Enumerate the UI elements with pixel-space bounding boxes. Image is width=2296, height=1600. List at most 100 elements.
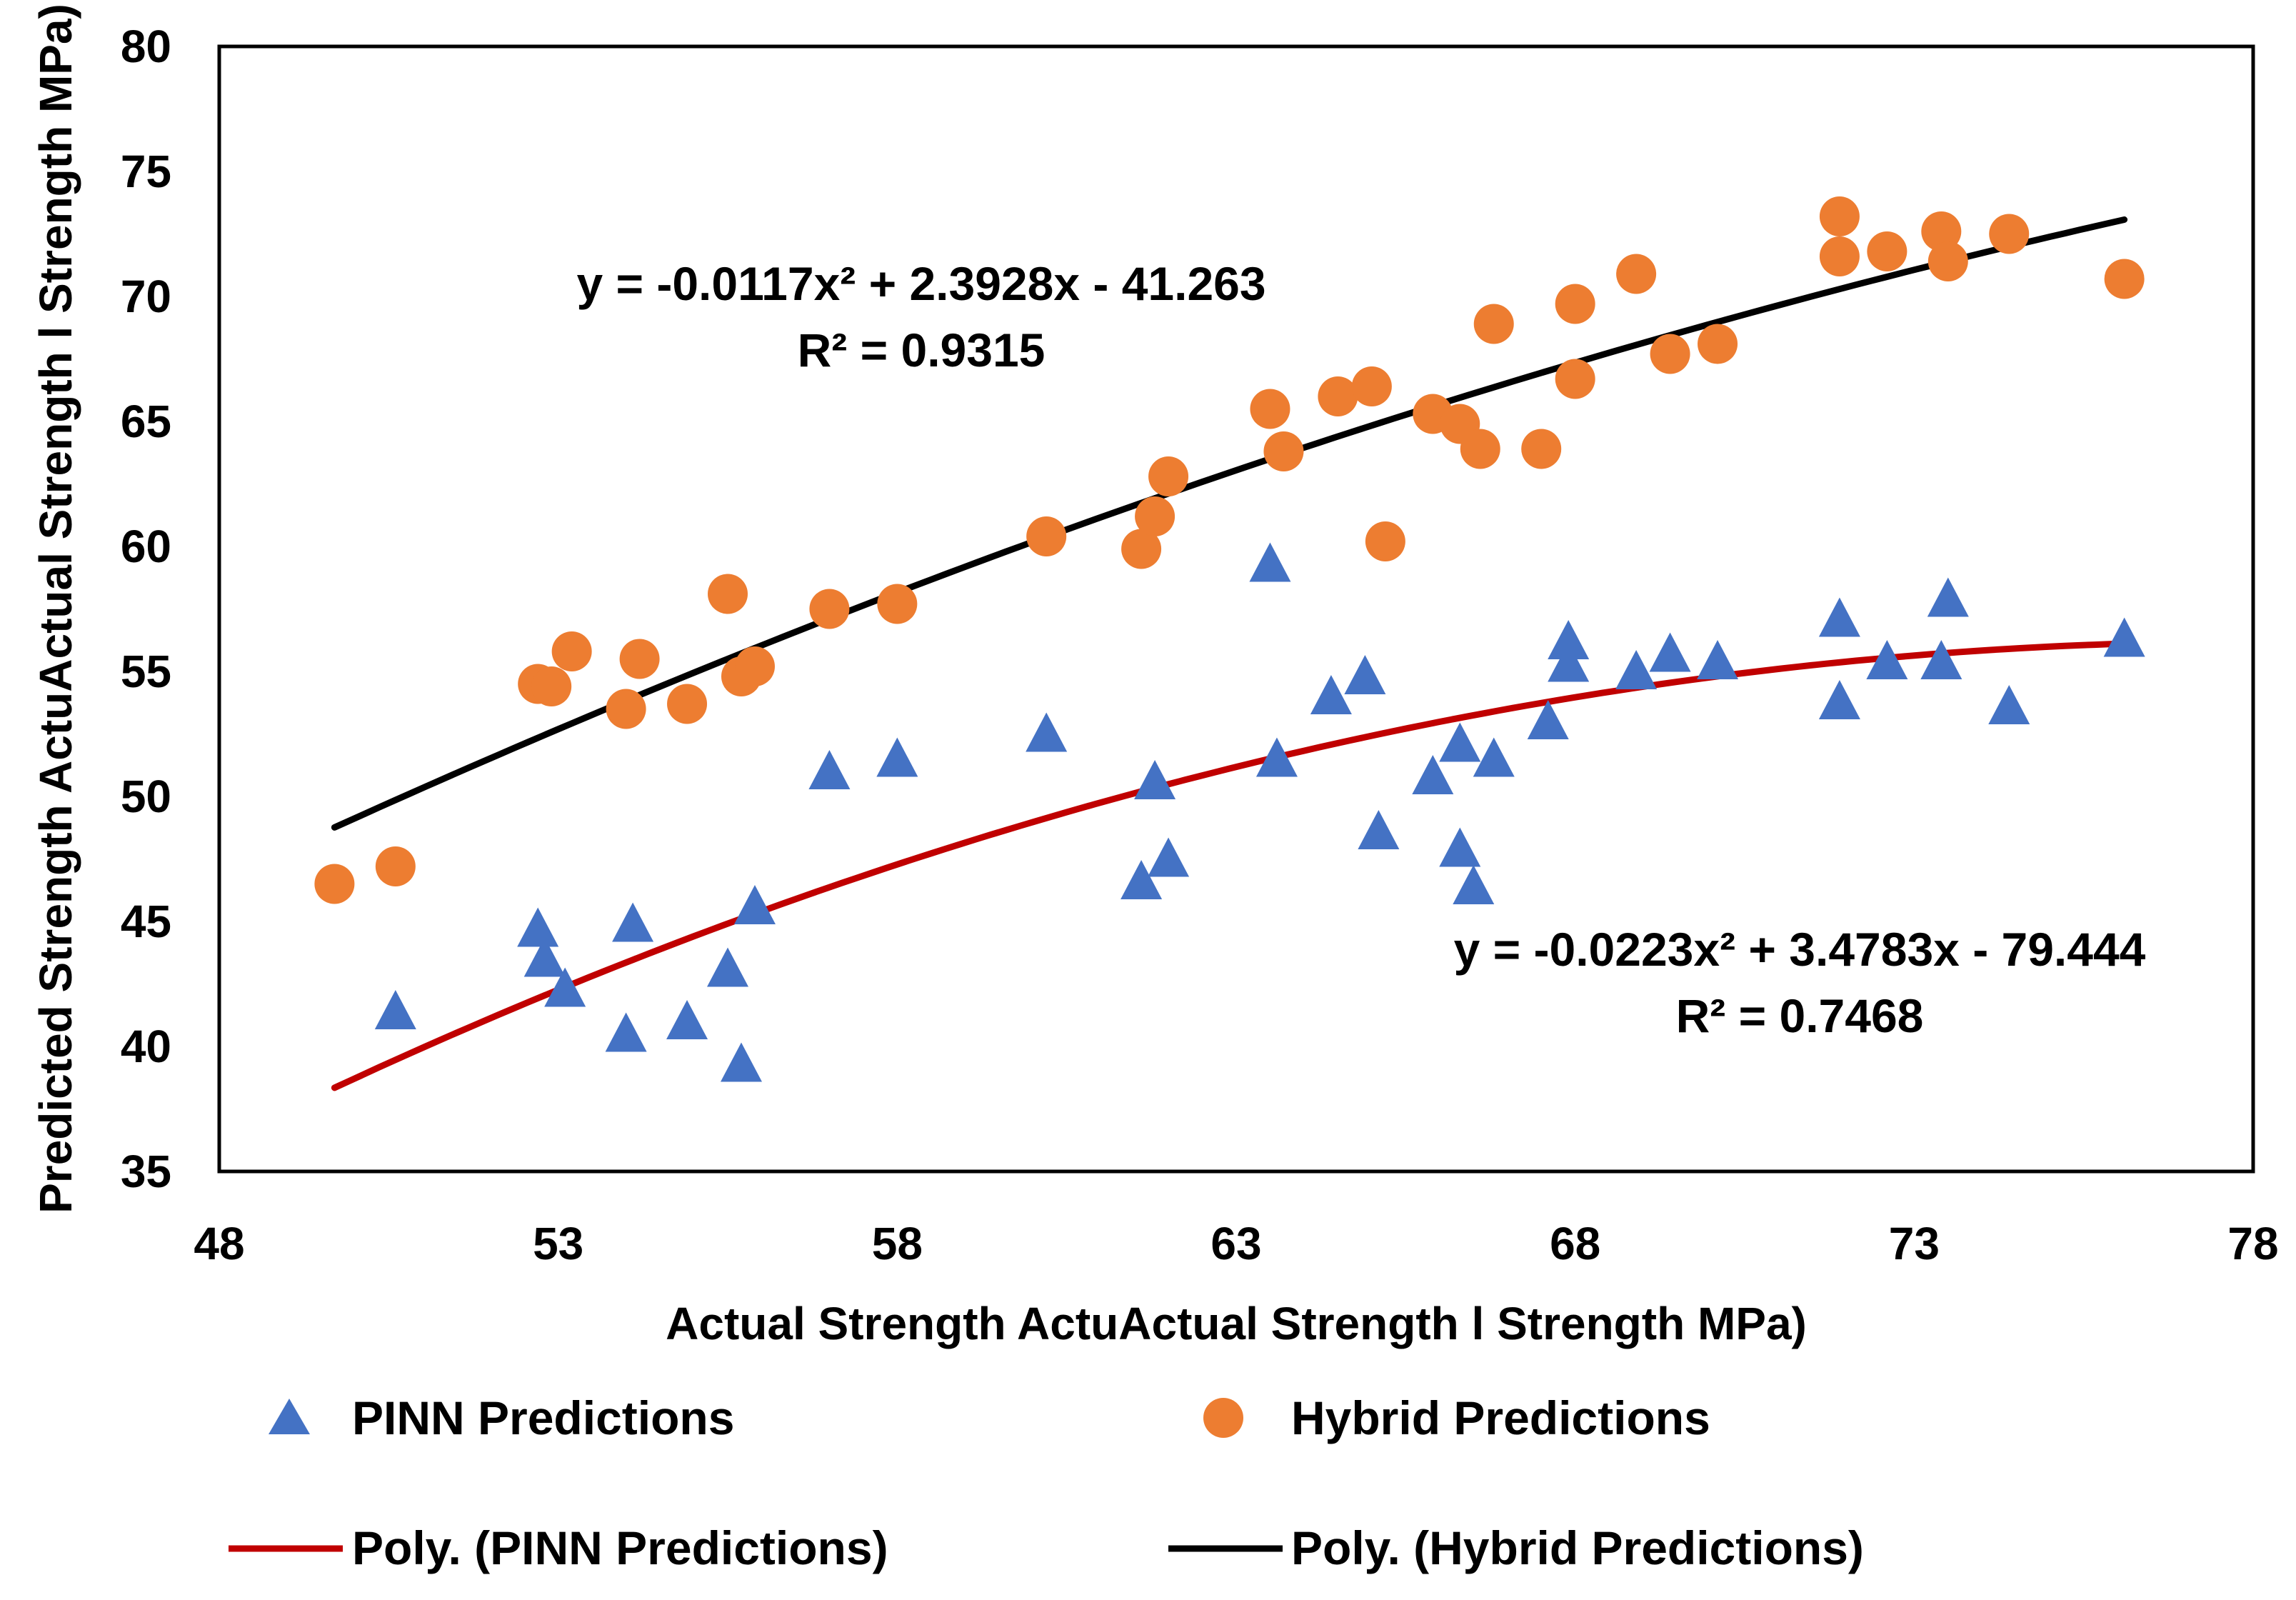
hybrid-point: [1819, 196, 1860, 236]
hybrid-point: [1148, 456, 1189, 496]
x-tick-label: 63: [1210, 1218, 1261, 1269]
hybrid-point: [1698, 324, 1738, 364]
hybrid-point: [375, 846, 416, 886]
hybrid-points: [314, 196, 2145, 904]
pinn-r2: R² = 0.7468: [1676, 989, 1924, 1042]
pinn-point: [1255, 737, 1298, 777]
hybrid-r2: R² = 0.9315: [798, 324, 1046, 376]
hybrid-point: [1650, 334, 1690, 374]
hybrid-point: [1989, 214, 2030, 254]
hybrid-point: [531, 666, 572, 706]
pinn-trendline: [331, 640, 2128, 1091]
pinn-point: [720, 1042, 762, 1082]
pinn-point: [2103, 617, 2145, 657]
hybrid-equation: y = -0.0117x² + 2.3928x - 41.263: [576, 257, 1265, 310]
y-tick-label: 35: [121, 1146, 171, 1197]
y-tick-label: 60: [121, 521, 171, 572]
y-axis-ticks: 35 40 45 50 55 60 65 70 75 80: [121, 21, 171, 1197]
x-tick-label: 73: [1889, 1218, 1940, 1269]
y-tick-label: 55: [121, 646, 171, 697]
hybrid-point: [1318, 376, 1358, 416]
pinn-point: [808, 750, 851, 789]
y-tick-label: 65: [121, 396, 171, 447]
pinn-point: [374, 990, 416, 1029]
pinn-point: [733, 885, 776, 924]
pinn-point: [1988, 685, 2030, 724]
y-axis-label: Predicted Strength ActuActual Strength l…: [30, 4, 81, 1214]
hybrid-point: [1555, 284, 1595, 324]
pinn-point: [1121, 860, 1163, 899]
hybrid-point: [1460, 429, 1500, 469]
y-tick-label: 80: [121, 21, 171, 72]
pinn-point: [876, 737, 918, 777]
pinn-point: [1249, 542, 1291, 582]
x-tick-label: 68: [1550, 1218, 1600, 1269]
pinn-point: [1697, 640, 1739, 679]
pinn-point: [1439, 827, 1481, 867]
hybrid-point: [1867, 231, 1908, 271]
legend-hybrid-label: Hybrid Predictions: [1291, 1391, 1710, 1444]
pinn-point: [612, 902, 654, 942]
hybrid-point: [551, 631, 592, 671]
legend: PINN Predictions Hybrid Predictions Poly…: [229, 1391, 1864, 1574]
pinn-point: [1148, 837, 1190, 877]
pinn-point: [1026, 712, 1068, 752]
y-tick-label: 75: [121, 146, 171, 197]
hybrid-point: [877, 584, 918, 624]
hybrid-point: [1473, 304, 1514, 344]
pinn-point: [1649, 632, 1691, 672]
hybrid-point: [1263, 431, 1304, 471]
pinn-points: [374, 542, 2145, 1082]
hybrid-point: [809, 589, 850, 629]
legend-hybrid-marker: [1203, 1398, 1243, 1438]
legend-hybrid-poly-label: Poly. (Hybrid Predictions): [1291, 1521, 1864, 1574]
pinn-point: [1818, 597, 1860, 637]
hybrid-point: [708, 574, 748, 614]
pinn-point: [1344, 655, 1386, 694]
pinn-point: [1920, 640, 1962, 679]
legend-pinn-marker: [269, 1399, 310, 1434]
hybrid-point: [1616, 254, 1657, 294]
pinn-point: [1615, 650, 1658, 689]
hybrid-point: [1819, 236, 1860, 276]
hybrid-point: [667, 684, 708, 724]
pinn-point: [1548, 642, 1590, 682]
pinn-point: [1134, 760, 1176, 799]
y-tick-label: 50: [121, 771, 171, 822]
pinn-point: [605, 1012, 647, 1052]
hybrid-point: [1555, 359, 1595, 399]
legend-pinn-poly-label: Poly. (PINN Predictions): [352, 1521, 888, 1574]
x-tick-label: 53: [533, 1218, 583, 1269]
pinn-equation: y = -0.0223x² + 3.4783x - 79.444: [1454, 923, 2146, 976]
hybrid-point: [1250, 389, 1290, 429]
hybrid-point: [314, 864, 355, 904]
hybrid-point: [1521, 429, 1562, 469]
hybrid-point: [1026, 516, 1067, 556]
pinn-point: [1927, 577, 1969, 617]
x-tick-label: 48: [194, 1218, 244, 1269]
pinn-point: [1358, 810, 1400, 849]
pinn-point: [523, 937, 566, 977]
pinn-point: [1439, 722, 1481, 762]
hybrid-point: [1121, 529, 1162, 569]
hybrid-point: [734, 646, 775, 686]
pinn-point: [544, 967, 586, 1007]
pinn-point: [1818, 680, 1860, 719]
pinn-point: [1866, 640, 1908, 679]
pinn-point: [1412, 755, 1454, 794]
hybrid-point: [606, 689, 646, 729]
hybrid-point: [1351, 366, 1392, 406]
x-axis-ticks: 48 53 58 63 68 73 78: [194, 1218, 2278, 1269]
pinn-point: [1453, 865, 1495, 904]
x-tick-label: 78: [2227, 1218, 2278, 1269]
hybrid-point: [1927, 241, 1968, 281]
x-tick-label: 58: [872, 1218, 923, 1269]
y-tick-label: 40: [121, 1021, 171, 1072]
legend-pinn-label: PINN Predictions: [352, 1391, 734, 1444]
hybrid-point: [2104, 259, 2145, 299]
hybrid-point: [1921, 211, 1962, 251]
hybrid-point: [1365, 521, 1405, 561]
pinn-point: [1310, 675, 1352, 714]
pinn-point: [1527, 700, 1569, 739]
